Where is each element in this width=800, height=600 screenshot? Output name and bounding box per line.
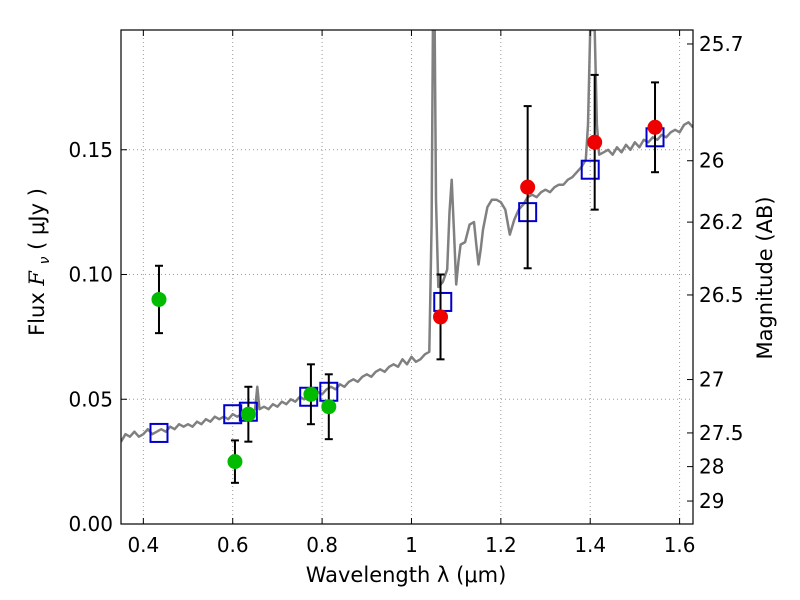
- y2-tick-label-0: 25.7: [699, 32, 744, 56]
- green-point-1: [227, 454, 243, 470]
- x-tick-label-6: 1.6: [664, 533, 696, 557]
- y-axis-label-sub: ν: [37, 256, 53, 264]
- green-point-3: [303, 386, 319, 402]
- x-tick-label-2: 0.8: [306, 533, 338, 557]
- x-tick-label-0: 0.4: [127, 533, 159, 557]
- y-axis-label: Flux F ν ( μJy ): [25, 188, 54, 336]
- error-bars: [154, 73, 660, 484]
- model-square-7: [580, 159, 600, 180]
- y2-tick-label-5: 27.5: [699, 421, 744, 445]
- model-photometry-squares: [149, 127, 665, 443]
- x-tick-label-4: 1.2: [485, 533, 517, 557]
- y2-tick-label-7: 29: [699, 489, 724, 513]
- y2-tick-label-6: 28: [699, 455, 724, 479]
- y-tick-label-1: 0.05: [68, 387, 113, 411]
- red-point-1: [520, 179, 536, 195]
- grid-lines: [121, 30, 693, 525]
- y2-tick-label-3: 26.5: [699, 283, 744, 307]
- x-tick-label-3: 1: [405, 533, 418, 557]
- model-square-0: [149, 422, 169, 443]
- model-square-5: [433, 291, 453, 312]
- y-tick-label-2: 0.10: [68, 263, 113, 287]
- y2-tick-label-2: 26.2: [699, 210, 744, 234]
- tick-labels: 0.4 0.6 0.8 1 1.2 1.4 1.6 0.00 0.05 0.10 0.15 25.7 2…: [68, 32, 743, 557]
- y-tick-label-0: 0.00: [68, 512, 113, 536]
- model-spectrum-line: [121, 30, 693, 443]
- red-point-3: [647, 119, 663, 135]
- red-point-0: [433, 309, 449, 325]
- plot-border: [120, 29, 694, 525]
- y2-axis-label: Magnitude (AB): [753, 196, 777, 359]
- green-point-4: [321, 399, 337, 415]
- axis-ticks: [121, 30, 693, 525]
- y2-tick-label-1: 26: [699, 149, 724, 173]
- y2-tick-label-4: 27: [699, 368, 724, 392]
- y-tick-label-3: 0.15: [68, 138, 113, 162]
- red-point-2: [587, 134, 603, 150]
- plot-frame: [120, 29, 694, 525]
- model-spectrum: [121, 30, 693, 443]
- green-point-0: [151, 291, 167, 307]
- x-tick-label-5: 1.4: [574, 533, 606, 557]
- green-point-2: [240, 406, 256, 422]
- x-tick-label-1: 0.6: [217, 533, 249, 557]
- y-axis-label-symbol: F: [25, 270, 49, 287]
- observed-points: [151, 119, 663, 470]
- y-axis-label-unit: ( μJy ): [25, 188, 49, 250]
- x-axis-label: Wavelength λ (μm): [306, 563, 507, 587]
- y-axis-label-lead: Flux: [25, 286, 49, 336]
